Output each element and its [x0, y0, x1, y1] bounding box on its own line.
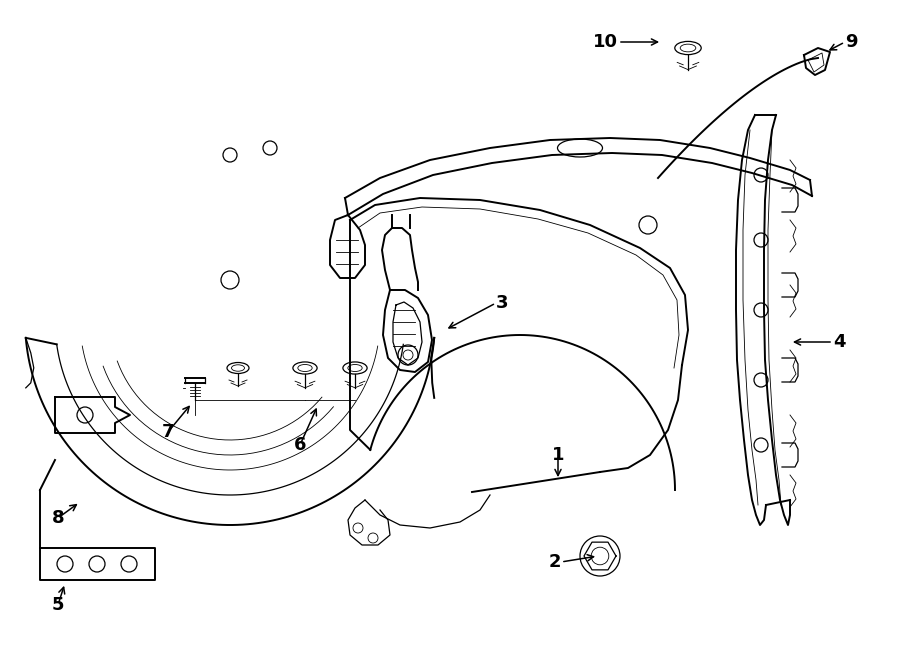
Text: 9: 9	[845, 33, 858, 51]
Text: 4: 4	[833, 333, 845, 351]
Text: 5: 5	[52, 596, 64, 614]
Text: 8: 8	[51, 509, 64, 527]
Text: 7: 7	[162, 423, 175, 441]
Text: 10: 10	[593, 33, 618, 51]
Text: 6: 6	[293, 436, 306, 454]
Text: 2: 2	[548, 553, 561, 571]
Text: 3: 3	[496, 294, 508, 312]
Text: 1: 1	[552, 446, 564, 464]
